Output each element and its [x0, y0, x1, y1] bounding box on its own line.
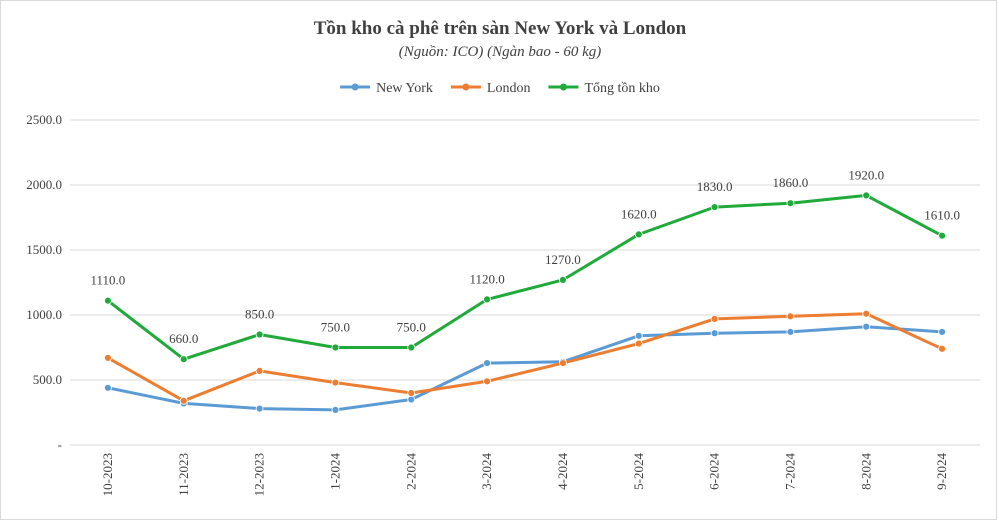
data-point: [255, 366, 264, 375]
data-point: [483, 377, 491, 386]
data-label: 750.0: [321, 320, 350, 335]
legend-item: Tổng tồn kho: [548, 81, 660, 96]
series-line: [107, 325, 943, 412]
data-label: 1110.0: [91, 273, 126, 288]
x-tick-label: 8-2024: [858, 453, 873, 490]
x-tick-label: 4-2024: [555, 453, 570, 490]
x-tick-label: 9-2024: [934, 453, 949, 490]
y-tick-label: 2500.0: [26, 112, 62, 127]
legend-marker: [351, 83, 359, 91]
data-label: 1120.0: [469, 271, 504, 286]
data-point: [786, 199, 795, 208]
data-point: [407, 395, 416, 404]
x-tick-label: 5-2024: [631, 453, 646, 490]
y-axis: - 500.0 1000.0 1500.0 2000.0 2500.0: [26, 112, 62, 452]
x-tick-label: 7-2024: [782, 453, 797, 490]
data-point: [255, 330, 264, 339]
data-labels: 1110.0 660.0 850.0 750.0 750.0 1120.0 1270.0 16…: [91, 167, 960, 346]
data-point: [634, 339, 643, 348]
x-axis: 10-2023 11-2023 12-2023 1-2024 2-2024 3-2024 4…: [100, 453, 949, 497]
y-tick-label: 2000.0: [26, 177, 62, 192]
data-point: [710, 329, 719, 338]
data-label: 1620.0: [621, 206, 657, 221]
legend-label: New York: [376, 81, 433, 96]
data-point: [710, 203, 719, 212]
data-point: [938, 327, 946, 336]
data-point: [710, 314, 719, 323]
chart-title: Tồn kho cà phê trên sàn New York và Lond…: [314, 18, 687, 39]
legend-label: London: [487, 81, 531, 96]
chart-subtitle: (Nguồn: ICO) (Ngàn bao - 60 kg): [399, 44, 601, 60]
data-point: [559, 275, 567, 284]
series-line: [107, 193, 943, 361]
data-point: [634, 331, 643, 340]
data-point: [331, 378, 340, 387]
legend: New York London Tổng tồn kho: [340, 81, 660, 96]
x-tick-label: 1-2024: [327, 453, 342, 490]
series-line: [107, 312, 943, 403]
y-tick-label: 1500.0: [26, 242, 62, 257]
x-tick-label: 11-2023: [176, 453, 191, 496]
data-point: [179, 396, 188, 405]
data-point: [104, 353, 112, 362]
data-point: [104, 296, 112, 305]
data-point: [938, 231, 946, 240]
legend-item: London: [450, 81, 531, 96]
data-point: [483, 295, 491, 304]
data-point: [862, 322, 871, 331]
y-tick-label: 500.0: [33, 372, 62, 387]
data-label: 1860.0: [773, 175, 809, 190]
legend-marker: [559, 83, 567, 91]
data-point: [786, 327, 795, 336]
data-point: [938, 344, 946, 353]
y-tick-label: 1000.0: [26, 307, 62, 322]
data-label: 660.0: [169, 331, 198, 346]
x-tick-label: 12-2023: [252, 453, 267, 496]
data-point: [862, 191, 871, 200]
data-point: [104, 383, 112, 392]
gridlines: [70, 119, 980, 446]
data-point: [483, 359, 491, 368]
data-point: [331, 343, 340, 352]
data-point: [559, 359, 567, 368]
data-label: 850.0: [245, 307, 274, 322]
data-point: [179, 355, 188, 364]
series-london: [104, 309, 946, 405]
data-point: [634, 230, 643, 239]
legend-item: New York: [340, 81, 433, 96]
data-point: [786, 312, 795, 321]
data-label: 1270.0: [545, 252, 581, 267]
data-point: [407, 343, 416, 352]
data-label: 1920.0: [848, 167, 884, 182]
x-tick-label: 3-2024: [479, 453, 494, 490]
x-tick-label: 6-2024: [707, 453, 722, 490]
data-point: [862, 309, 871, 318]
data-point: [255, 404, 264, 413]
x-tick-label: 10-2023: [100, 453, 115, 496]
legend-label: Tổng tồn kho: [584, 81, 659, 96]
data-point: [407, 389, 416, 397]
data-point: [331, 405, 340, 414]
x-tick-label: 2-2024: [403, 453, 418, 490]
y-tick-label: -: [58, 437, 62, 452]
series-layer: [104, 191, 946, 414]
series-new-york: [104, 322, 946, 414]
data-label: 1610.0: [924, 208, 960, 223]
series-tổng-tồn-kho: [104, 191, 946, 364]
data-label: 750.0: [397, 320, 426, 335]
data-label: 1830.0: [697, 179, 733, 194]
legend-marker: [462, 83, 470, 91]
